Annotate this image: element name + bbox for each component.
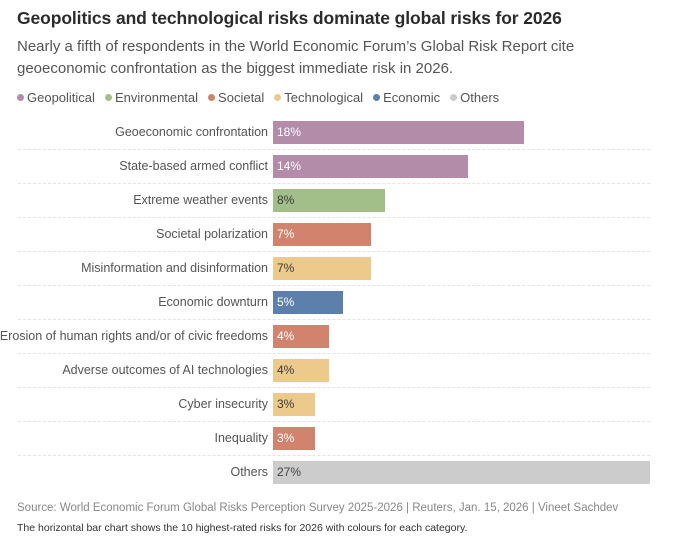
legend-dot-icon <box>450 94 458 101</box>
bar-societal: 7% <box>273 223 371 246</box>
category-label: Adverse outcomes of AI technologies <box>62 363 268 377</box>
category-label: Economic downturn <box>158 295 268 309</box>
legend-dot-icon <box>104 94 112 101</box>
bar-row: State-based armed conflict 14% <box>18 149 650 184</box>
legend-label: Societal <box>218 90 265 105</box>
bar-row: Geoeconomic confrontation 18% <box>18 115 650 150</box>
bar-value-label: 3% <box>277 431 295 445</box>
category-label: Societal polarization <box>156 227 268 241</box>
bar-row: Misinformation and disinformation 7% <box>18 251 650 286</box>
legend-label: Technological <box>284 90 364 105</box>
legend-dot-icon <box>208 94 216 101</box>
legend-item-societal: Societal <box>208 90 264 105</box>
category-label: Others <box>230 465 268 479</box>
category-label: Cyber insecurity <box>178 397 268 411</box>
bar-technological: 4% <box>273 359 329 382</box>
bar-others: 27% <box>273 461 650 484</box>
category-label: Erosion of human rights and/or of civic … <box>0 329 268 343</box>
bar-societal: 3% <box>273 427 315 450</box>
legend-item-others: Others <box>450 90 499 105</box>
bar-value-label: 7% <box>277 227 295 241</box>
legend-item-technological: Technological <box>274 90 363 105</box>
legend-label: Others <box>460 90 500 105</box>
source-note: Source: World Economic Forum Global Risk… <box>17 502 619 514</box>
category-label: Extreme weather events <box>133 193 268 207</box>
category-label: State-based armed conflict <box>119 159 268 173</box>
bar-value-label: 14% <box>277 159 302 173</box>
legend-label: Environmental <box>114 90 199 105</box>
bar-row: Extreme weather events 8% <box>18 183 650 218</box>
legend-label: Geopolitical <box>27 90 95 105</box>
bar-row: Societal polarization 7% <box>18 217 650 252</box>
legend-item-economic: Economic <box>373 90 440 105</box>
legend-label: Economic <box>383 90 441 105</box>
bar-value-label: 8% <box>277 193 295 207</box>
bar-row: Cyber insecurity 3% <box>18 387 650 422</box>
bar-environmental: 8% <box>273 189 385 212</box>
bar-value-label: 7% <box>277 261 295 275</box>
bar-chart: Geoeconomic confrontation 18% State-based … <box>0 115 692 490</box>
bar-societal: 4% <box>273 325 329 348</box>
bar-row: Inequality 3% <box>18 421 650 456</box>
bar-geopolitical: 14% <box>273 155 469 178</box>
bar-value-label: 27% <box>277 465 302 479</box>
bar-row: Adverse outcomes of AI technologies 4% <box>18 353 650 388</box>
legend-dot-icon <box>373 94 381 101</box>
chart-caption: The horizontal bar chart shows the 10 hi… <box>17 522 468 534</box>
legend-item-geopolitical: Geopolitical <box>17 90 95 105</box>
bar-technological: 3% <box>273 393 315 416</box>
bar-geopolitical: 18% <box>273 121 525 144</box>
bar-economic: 5% <box>273 291 343 314</box>
legend-dot-icon <box>274 94 282 101</box>
category-label: Misinformation and disinformation <box>81 261 268 275</box>
bar-row: Others 27% <box>18 455 650 489</box>
bar-technological: 7% <box>273 257 371 280</box>
bar-value-label: 4% <box>277 329 295 343</box>
bar-value-label: 5% <box>277 295 295 309</box>
bar-value-label: 3% <box>277 397 295 411</box>
bar-row: Erosion of human rights and/or of civic … <box>0 319 650 354</box>
bar-value-label: 4% <box>277 363 295 377</box>
category-label: Inequality <box>214 431 268 445</box>
chart-subtitle: Nearly a fifth of respondents in the Wor… <box>17 38 575 77</box>
bar-value-label: 18% <box>277 125 302 139</box>
chart-title: Geopolitics and technological risks domi… <box>17 8 562 28</box>
legend: Geopolitical Environmental Societal Technol… <box>17 90 499 105</box>
legend-dot-icon <box>17 94 24 101</box>
legend-item-environmental: Environmental <box>104 90 199 105</box>
category-label: Geoeconomic confrontation <box>115 125 268 139</box>
bar-row: Economic downturn 5% <box>18 285 650 320</box>
